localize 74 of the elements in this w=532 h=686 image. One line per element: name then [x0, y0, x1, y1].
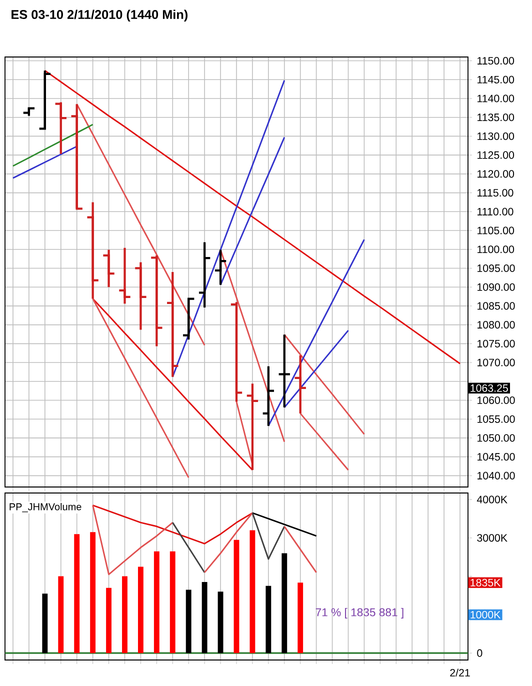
y-tick-label: 1070.00: [478, 358, 515, 366]
line-series: [220, 249, 286, 442]
line-series: [268, 238, 365, 427]
candlestick: [150, 254, 164, 348]
candlestick: [214, 248, 228, 286]
candlestick: [198, 241, 212, 309]
bar: [218, 592, 224, 654]
bar: [298, 582, 304, 654]
y-tick-label: 1050.00: [478, 434, 515, 442]
bar: [42, 594, 48, 654]
y-tick-label: 1060.00: [478, 396, 515, 404]
annotation: 1835K: [470, 578, 501, 586]
candlestick: [134, 261, 148, 331]
candlestick: [102, 248, 116, 288]
candlestick: [38, 70, 52, 130]
line-series: [300, 412, 349, 471]
candlestick: [118, 246, 132, 305]
y-tick-label: 1145.00: [478, 76, 514, 84]
bar: [90, 532, 96, 654]
y-tick-label: 1055.00: [478, 415, 515, 423]
candlestick: [294, 354, 308, 415]
y-tick-label: 3000K: [477, 534, 508, 542]
y-tick-label: 1140.00: [478, 94, 514, 102]
bar: [58, 576, 64, 654]
bar: [154, 551, 160, 654]
y-tick-label: 4000K: [476, 496, 508, 504]
y-tick-label: 1105.00: [478, 226, 514, 234]
candlestick: [54, 101, 68, 156]
y-tick-label: 1150.00: [478, 57, 514, 65]
text: 1063.25: [470, 384, 508, 392]
y-tick-label: 1110.00: [478, 208, 514, 216]
bar: [74, 534, 80, 654]
y-tick-label: 1135.00: [478, 114, 514, 122]
bar: [186, 590, 192, 654]
candlestick: [86, 201, 100, 300]
y-tick-label: 0: [477, 649, 482, 657]
candlestick: [262, 365, 276, 427]
line-series: [204, 512, 254, 574]
y-tick-label: 1120.00: [478, 170, 514, 178]
text: 1000K: [470, 610, 501, 619]
y-tick-label: 1040.00: [478, 472, 515, 480]
candlestick: [182, 298, 196, 341]
y-tick-label: 1095.00: [478, 264, 515, 272]
y-tick-label: 1125.00: [478, 151, 514, 159]
y-tick-label: 1115.00: [478, 189, 514, 197]
candlestick: [70, 103, 84, 210]
bar: [250, 530, 256, 654]
bar: [202, 582, 208, 654]
line-series: [252, 512, 318, 537]
chart-title: ES 03-10 2/11/2010 (1440 Min): [12, 10, 188, 22]
y-tick-label: 1075.00: [478, 340, 515, 348]
bar: [234, 540, 240, 654]
candlestick: [166, 270, 180, 378]
y-tick-label: 1045.00: [478, 453, 515, 461]
y-tick-label: 1130.00: [478, 132, 514, 140]
candlestick: [230, 301, 244, 403]
line-series: [92, 298, 254, 471]
annotation: 71 % [ 1835 881 ]: [316, 608, 404, 619]
y-tick-label: 1090.00: [478, 283, 515, 291]
bar: [282, 553, 288, 654]
bar: [122, 576, 128, 654]
candlestick: [246, 382, 260, 472]
y-tick-label: 1080.00: [478, 321, 515, 329]
line-series: [220, 136, 286, 286]
y-tick-label: 1100.00: [478, 246, 514, 254]
bar: [138, 566, 144, 654]
bar: [170, 551, 176, 654]
candlestick: [278, 334, 292, 408]
x-tick-label: 2/21: [450, 668, 470, 677]
bar: [106, 588, 112, 654]
bar: [266, 586, 272, 654]
text: PP_JHMVolume: [10, 502, 82, 512]
line-series: [92, 504, 254, 544]
y-tick-label: 1085.00: [478, 302, 515, 310]
